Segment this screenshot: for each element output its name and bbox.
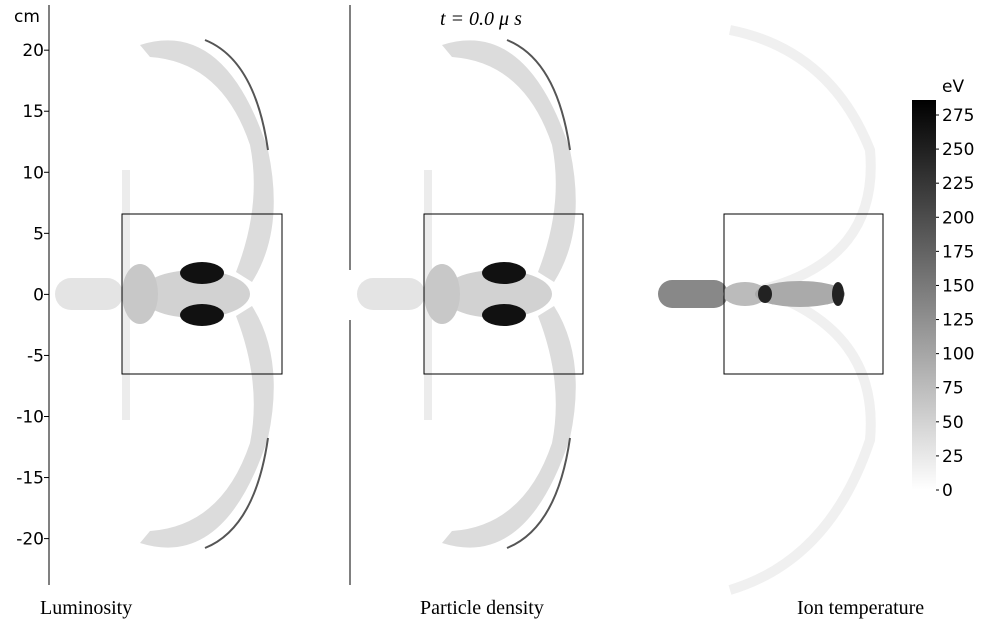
y-tick-label: 10: [22, 163, 44, 183]
colorbar-tick-label: 100: [942, 345, 974, 365]
y-tick-label: 5: [33, 224, 44, 244]
y-tick-label: -5: [27, 346, 44, 366]
colorbar-tick-label: 175: [942, 242, 974, 262]
colorbar-tick-label: 250: [942, 140, 974, 160]
colorbar-tick-label: 200: [942, 208, 974, 228]
y-unit: cm: [14, 7, 40, 27]
panel-temperature: [658, 30, 871, 590]
colorbar-tick-label: 0: [942, 481, 953, 501]
panel-density: [357, 40, 576, 548]
panel-label: Ion temperature: [797, 597, 924, 619]
y-tick-label: 20: [22, 41, 44, 61]
colorbar-tick-label: 25: [942, 447, 964, 467]
panel-label: Luminosity: [40, 597, 132, 619]
colorbar-tick-label: 75: [942, 379, 964, 399]
y-tick-label: -10: [16, 407, 44, 427]
colorbar-tick-label: 275: [942, 106, 974, 126]
y-tick-label: -20: [16, 530, 44, 550]
colorbar-tick-label: 50: [942, 413, 964, 433]
colorbar-tick-label: 225: [942, 174, 974, 194]
figure: cm t = 0.0 μ s eV Luminosity Particle de…: [0, 0, 981, 628]
title: t = 0.0 μ s: [440, 8, 522, 30]
colorbar: [912, 100, 936, 490]
y-tick-label: 0: [33, 285, 44, 305]
y-tick-label: -15: [16, 469, 44, 489]
panel-label: Particle density: [420, 597, 544, 619]
colorbar-unit: eV: [942, 77, 964, 97]
y-tick-label: 15: [22, 102, 44, 122]
panel-luminosity: [55, 40, 274, 548]
colorbar-tick-label: 125: [942, 311, 974, 331]
colorbar-tick-label: 150: [942, 276, 974, 296]
